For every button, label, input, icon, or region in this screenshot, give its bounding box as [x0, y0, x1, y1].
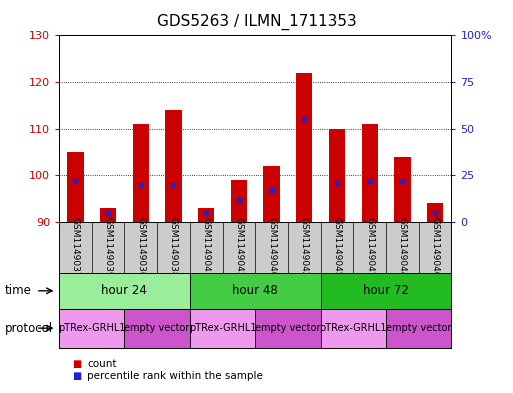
Text: protocol: protocol — [5, 321, 53, 335]
Text: GSM1149042: GSM1149042 — [300, 217, 309, 278]
Text: empty vector: empty vector — [255, 323, 321, 333]
Bar — [321, 309, 386, 348]
Text: GSM1149037: GSM1149037 — [71, 217, 80, 278]
Text: GSM1149045: GSM1149045 — [332, 217, 342, 278]
Text: pTRex-GRHL1: pTRex-GRHL1 — [58, 323, 126, 333]
Bar — [190, 273, 321, 309]
Text: ■: ■ — [72, 358, 81, 369]
Bar — [59, 273, 190, 309]
Text: hour 72: hour 72 — [363, 284, 409, 298]
Text: hour 24: hour 24 — [102, 284, 147, 298]
Bar — [263, 166, 280, 222]
Bar — [427, 203, 443, 222]
Text: GSM1149041: GSM1149041 — [202, 217, 211, 278]
Bar — [386, 309, 451, 348]
Text: GSM1149046: GSM1149046 — [430, 217, 440, 278]
Text: percentile rank within the sample: percentile rank within the sample — [87, 371, 263, 382]
Bar — [59, 309, 124, 348]
Text: GSM1149043: GSM1149043 — [234, 217, 243, 278]
Text: pTRex-GRHL1: pTRex-GRHL1 — [189, 323, 256, 333]
Text: GSM1149047: GSM1149047 — [365, 217, 374, 278]
Text: count: count — [87, 358, 117, 369]
Text: GSM1149040: GSM1149040 — [267, 217, 276, 278]
Text: GSM1149038: GSM1149038 — [169, 217, 178, 278]
Bar — [100, 208, 116, 222]
Text: pTRex-GRHL1: pTRex-GRHL1 — [320, 323, 387, 333]
Bar — [165, 110, 182, 222]
Text: GDS5263 / ILMN_1711353: GDS5263 / ILMN_1711353 — [156, 14, 357, 30]
Bar — [296, 73, 312, 222]
Bar — [362, 124, 378, 222]
Bar — [190, 309, 255, 348]
Text: GSM1149036: GSM1149036 — [136, 217, 145, 278]
Bar — [321, 273, 451, 309]
Bar — [329, 129, 345, 222]
Text: GSM1149039: GSM1149039 — [104, 217, 112, 278]
Bar — [198, 208, 214, 222]
Text: empty vector: empty vector — [125, 323, 190, 333]
Bar — [124, 309, 190, 348]
Text: empty vector: empty vector — [386, 323, 451, 333]
Bar — [255, 309, 321, 348]
Bar — [67, 152, 84, 222]
Bar — [394, 157, 410, 222]
Text: GSM1149044: GSM1149044 — [398, 217, 407, 278]
Text: ■: ■ — [72, 371, 81, 382]
Text: time: time — [5, 284, 32, 298]
Text: hour 48: hour 48 — [232, 284, 278, 298]
Bar — [132, 124, 149, 222]
Bar — [231, 180, 247, 222]
